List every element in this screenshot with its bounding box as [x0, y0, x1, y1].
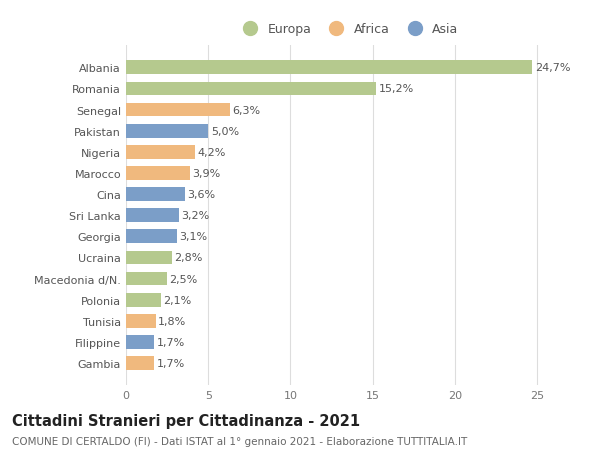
- Bar: [126, 314, 155, 328]
- Text: 1,7%: 1,7%: [157, 358, 185, 368]
- Text: 3,6%: 3,6%: [188, 190, 216, 200]
- Bar: [126, 357, 154, 370]
- Text: 1,8%: 1,8%: [158, 316, 187, 326]
- Text: Cittadini Stranieri per Cittadinanza - 2021: Cittadini Stranieri per Cittadinanza - 2…: [12, 413, 360, 428]
- Text: 5,0%: 5,0%: [211, 126, 239, 136]
- Text: 4,2%: 4,2%: [197, 147, 226, 157]
- Bar: [126, 272, 167, 286]
- Text: 3,1%: 3,1%: [179, 232, 208, 242]
- Text: 3,2%: 3,2%: [181, 211, 209, 221]
- Text: 2,1%: 2,1%: [163, 295, 191, 305]
- Text: COMUNE DI CERTALDO (FI) - Dati ISTAT al 1° gennaio 2021 - Elaborazione TUTTITALI: COMUNE DI CERTALDO (FI) - Dati ISTAT al …: [12, 436, 467, 446]
- Bar: [126, 83, 376, 96]
- Bar: [126, 251, 172, 265]
- Bar: [126, 230, 177, 244]
- Bar: [126, 146, 195, 159]
- Bar: [126, 103, 230, 117]
- Text: 3,9%: 3,9%: [193, 168, 221, 179]
- Bar: [126, 293, 161, 307]
- Text: 1,7%: 1,7%: [157, 337, 185, 347]
- Bar: [126, 336, 154, 349]
- Text: 2,8%: 2,8%: [175, 253, 203, 263]
- Bar: [126, 124, 208, 138]
- Bar: [126, 62, 532, 75]
- Text: 15,2%: 15,2%: [379, 84, 413, 94]
- Bar: [126, 209, 179, 223]
- Text: 24,7%: 24,7%: [535, 63, 570, 73]
- Text: 2,5%: 2,5%: [170, 274, 198, 284]
- Bar: [126, 188, 185, 202]
- Text: 6,3%: 6,3%: [232, 106, 260, 115]
- Legend: Europa, Africa, Asia: Europa, Africa, Asia: [233, 18, 464, 41]
- Bar: [126, 167, 190, 180]
